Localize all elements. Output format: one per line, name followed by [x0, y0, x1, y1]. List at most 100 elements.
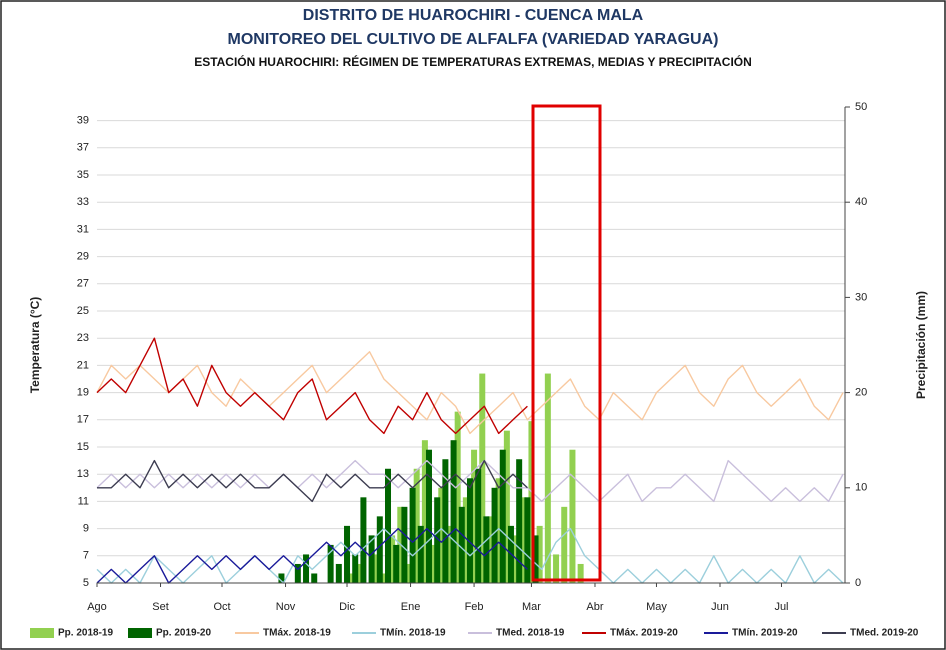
legend-label: TMín. 2018-19 [380, 628, 446, 639]
precip-bar [409, 487, 416, 583]
precip-bar [491, 487, 498, 583]
precip-bar [528, 421, 535, 583]
precip-bar [401, 506, 408, 583]
precip-bar [389, 535, 396, 583]
precip-bar [360, 497, 367, 583]
legend-label: TMáx. 2019-20 [610, 628, 678, 639]
precip-bar [471, 449, 478, 583]
precip-bar [524, 497, 531, 583]
precip-bar [430, 544, 437, 583]
chart-subtitle: MONITOREO DEL CULTIVO DE ALFALFA (VARIED… [228, 31, 719, 48]
plot-area: 5 7 9 11 13 15 17 19 21 23 25 27 29 31 33 35 37 39 0 10 20 30… [77, 101, 868, 613]
precip-bar [561, 506, 568, 583]
precip-bar [495, 478, 502, 583]
precip-bar [303, 554, 310, 583]
temp-line [96, 337, 528, 435]
y2-tick-label: 40 [855, 196, 867, 208]
y-tick-label: 9 [83, 523, 89, 535]
precip-bar [425, 449, 432, 583]
legend-label: TMed. 2018-19 [496, 628, 565, 639]
precip-bar [413, 468, 420, 583]
chart-subtitle-2: ESTACIÓN HUAROCHIRI: RÉGIMEN DE TEMPERAT… [194, 54, 752, 69]
precip-bar [393, 544, 400, 583]
precip-bar [421, 440, 428, 583]
y-tick-label: 23 [77, 332, 89, 344]
precip-bar [327, 544, 334, 583]
y-tick-label: 39 [77, 115, 89, 127]
x-tick-label: Ene [401, 601, 421, 613]
precip-bar [356, 563, 363, 583]
precip-bar [376, 516, 383, 583]
precip-bar [446, 525, 453, 583]
y2-axis-title: Precipitación (mm) [914, 291, 928, 399]
y2-tick-label: 10 [855, 482, 867, 494]
precip-bar [499, 449, 506, 583]
precip-bar [434, 497, 441, 583]
y-tick-label: 19 [77, 387, 89, 399]
precip-bar [544, 373, 551, 583]
precip-bar [450, 440, 457, 583]
precip-bar [278, 573, 285, 583]
precip-bar [385, 468, 392, 583]
highlight-box [531, 104, 602, 582]
precip-bar [368, 535, 375, 583]
precip-bar [483, 516, 490, 583]
x-tick-label: Nov [276, 601, 296, 613]
precip-bar [311, 573, 318, 583]
y-axis-title: Temperatura (°C) [28, 297, 42, 394]
precip-bar [516, 459, 523, 583]
precip-bar [503, 430, 510, 583]
y2-tick-label: 30 [855, 291, 867, 303]
precip-bar [352, 554, 359, 583]
precip-bar [294, 563, 301, 583]
precip-bar [577, 563, 584, 583]
precip-bar [532, 535, 539, 583]
temp-line [97, 459, 528, 503]
precip-bar [466, 478, 473, 583]
precip-bar [380, 573, 387, 583]
legend-swatch [128, 628, 152, 638]
legend-label: TMáx. 2018-19 [263, 628, 331, 639]
y-tick-label: 15 [77, 441, 89, 453]
x-tick-label: Oct [213, 601, 230, 613]
legend-label: Pp. 2019-20 [156, 628, 211, 639]
x-tick-label: Jul [774, 601, 788, 613]
precip-bar [335, 563, 342, 583]
precip-bar [512, 535, 519, 583]
legend-label: TMín. 2019-20 [732, 628, 798, 639]
y-tick-label: 33 [77, 196, 89, 208]
y-tick-label: 21 [77, 359, 89, 371]
precip-bar [438, 487, 445, 583]
x-tick-label: Ago [87, 601, 107, 613]
y-tick-label: 17 [77, 414, 89, 426]
precip-bar [417, 525, 424, 583]
chart-title: DISTRITO DE HUAROCHIRI - CUENCA MALA [303, 7, 644, 24]
precip-bar [479, 373, 486, 583]
precip-bar [458, 506, 465, 583]
precip-bar [520, 497, 527, 583]
y-tick-label: 5 [83, 577, 89, 589]
y2-tick-label: 50 [855, 101, 867, 113]
y-tick-label: 35 [77, 169, 89, 181]
legend-swatch [30, 628, 54, 638]
precip-bar [475, 468, 482, 583]
y-tick-label: 7 [83, 550, 89, 562]
temp-line [96, 459, 844, 503]
y-tick-label: 29 [77, 251, 89, 263]
legend-label: Pp. 2018-19 [58, 628, 113, 639]
x-tick-label: May [646, 601, 667, 613]
precip-bar [348, 573, 355, 583]
y-tick-label: 31 [77, 223, 89, 235]
legend-label: TMed. 2019-20 [850, 628, 919, 639]
y-tick-label: 27 [77, 278, 89, 290]
temp-line [96, 527, 844, 584]
x-tick-label: Set [152, 601, 169, 613]
y-tick-label: 37 [77, 142, 89, 154]
precip-bar [553, 554, 560, 583]
precip-bar [454, 411, 461, 583]
temp-line [96, 351, 844, 435]
y-tick-label: 25 [77, 305, 89, 317]
precip-bar [372, 554, 379, 583]
y2-tick-label: 20 [855, 387, 867, 399]
